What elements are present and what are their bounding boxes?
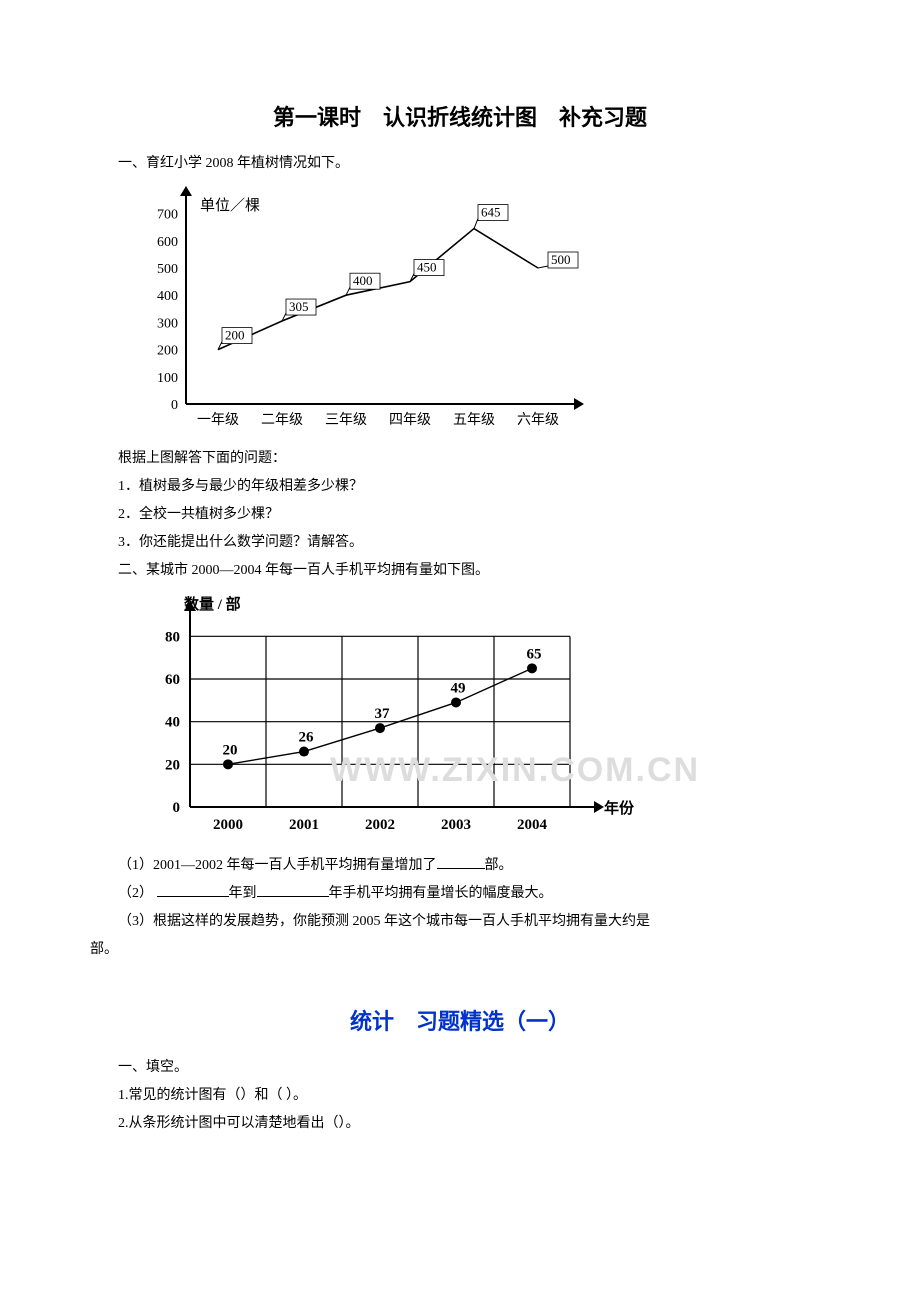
svg-text:四年级: 四年级 xyxy=(389,412,431,428)
svg-text:305: 305 xyxy=(289,299,309,314)
section1-p2-q2: （2） 年到 年手机平均拥有量增长的幅度最大。 xyxy=(90,880,830,908)
svg-text:20: 20 xyxy=(223,742,238,758)
q2-text-a: （2） xyxy=(118,886,153,901)
svg-text:500: 500 xyxy=(551,252,571,267)
svg-text:数量 / 部: 数量 / 部 xyxy=(184,595,241,613)
svg-text:年份: 年份 xyxy=(604,799,635,817)
svg-text:200: 200 xyxy=(225,328,245,343)
svg-text:2000: 2000 xyxy=(213,817,243,833)
svg-text:2003: 2003 xyxy=(441,817,471,833)
svg-text:80: 80 xyxy=(165,629,180,645)
chart-phone-ownership: 0 20 40 60 80数量 / 部年份 2000 2001 2002 2003 2004 20 2… xyxy=(130,591,830,846)
svg-text:450: 450 xyxy=(417,260,437,275)
svg-text:2001: 2001 xyxy=(289,817,319,833)
svg-text:0: 0 xyxy=(173,800,181,816)
svg-text:40: 40 xyxy=(165,715,180,731)
q1-text-a: （1）2001—2002 年每一百人手机平均拥有量增加了 xyxy=(118,858,437,873)
section2-q1: 1.常见的统计图有（）和（ ）。 xyxy=(90,1082,830,1110)
svg-text:645: 645 xyxy=(481,205,501,220)
section1-lead: 根据上图解答下面的问题： xyxy=(90,445,830,473)
svg-text:300: 300 xyxy=(157,316,178,331)
section1-p2-q3: （3）根据这样的发展趋势，你能预测 2005 年这个城市每一百人手机平均拥有量大… xyxy=(90,908,830,964)
section2-q2: 2.从条形统计图中可以清楚地看出（）。 xyxy=(90,1110,830,1138)
svg-text:三年级: 三年级 xyxy=(325,412,367,428)
section1-p2-q1: （1）2001—2002 年每一百人手机平均拥有量增加了 部。 xyxy=(90,852,830,880)
svg-text:400: 400 xyxy=(157,289,178,304)
svg-text:500: 500 xyxy=(157,262,178,277)
svg-text:60: 60 xyxy=(165,672,180,688)
section2-title: 统计 习题精选（一） xyxy=(90,1004,830,1036)
svg-text:2004: 2004 xyxy=(517,817,548,833)
svg-text:200: 200 xyxy=(157,344,178,359)
svg-text:二年级: 二年级 xyxy=(261,412,303,428)
chart1-svg: 0 100 200 300 400 500 600 700 单位／棵一年级 二年级 三年级 四年级 五年… xyxy=(130,184,600,434)
q1-text-b: 部。 xyxy=(485,858,513,873)
svg-text:37: 37 xyxy=(375,706,391,722)
section1-q3: 3．你还能提出什么数学问题？请解答。 xyxy=(90,529,830,557)
q2-blank-2 xyxy=(257,896,329,897)
svg-text:六年级: 六年级 xyxy=(517,412,559,428)
svg-text:600: 600 xyxy=(157,235,178,250)
section1-part2-intro: 二、某城市 2000—2004 年每一百人手机平均拥有量如下图。 xyxy=(90,557,830,585)
svg-text:100: 100 xyxy=(157,371,178,386)
chart-tree-planting: 0 100 200 300 400 500 600 700 单位／棵一年级 二年级 三年级 四年级 五年… xyxy=(130,184,830,439)
svg-text:五年级: 五年级 xyxy=(453,412,495,428)
section1-q2: 2．全校一共植树多少棵？ xyxy=(90,501,830,529)
section2-lead: 一、填空。 xyxy=(90,1054,830,1082)
svg-text:20: 20 xyxy=(165,757,180,773)
q2-text-c: 年手机平均拥有量增长的幅度最大。 xyxy=(329,886,553,901)
page-title: 第一课时 认识折线统计图 补充习题 xyxy=(90,100,830,132)
svg-text:400: 400 xyxy=(353,273,373,288)
q3-text-a: （3）根据这样的发展趋势，你能预测 2005 年这个城市每一百人手机平均拥有量大… xyxy=(90,908,650,936)
svg-text:单位／棵: 单位／棵 xyxy=(200,197,260,214)
svg-text:2002: 2002 xyxy=(365,817,395,833)
q1-blank xyxy=(437,868,485,869)
section1-q1: 1．植树最多与最少的年级相差多少棵？ xyxy=(90,473,830,501)
svg-text:0: 0 xyxy=(171,398,178,413)
chart2-svg: 0 20 40 60 80数量 / 部年份 2000 2001 2002 2003 2004 20 2… xyxy=(130,591,650,841)
svg-text:49: 49 xyxy=(451,680,466,696)
svg-text:700: 700 xyxy=(157,208,178,223)
q3-text-b: 部。 xyxy=(90,942,118,957)
svg-text:一年级: 一年级 xyxy=(197,412,239,428)
svg-text:26: 26 xyxy=(299,730,315,746)
svg-text:65: 65 xyxy=(527,646,542,662)
q2-text-b: 年到 xyxy=(229,886,257,901)
q2-blank-1 xyxy=(157,896,229,897)
section1-intro: 一、育红小学 2008 年植树情况如下。 xyxy=(90,150,830,178)
